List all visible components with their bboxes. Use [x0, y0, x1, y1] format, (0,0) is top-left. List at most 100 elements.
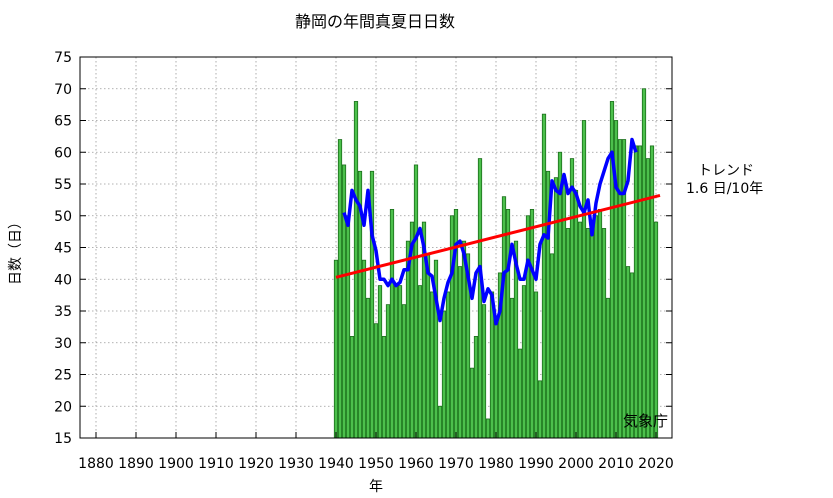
data-bar — [529, 208, 535, 439]
y-tick-label: 25 — [54, 368, 72, 384]
chart-title: 静岡の年間真夏日日数 — [295, 12, 455, 31]
data-bar — [561, 183, 567, 439]
x-tick-label: 1910 — [198, 456, 234, 472]
x-tick-label: 2010 — [598, 456, 634, 472]
trend-rate: 1.6 日/10年 — [686, 181, 763, 197]
y-tick-label: 50 — [54, 209, 72, 225]
y-tick-label: 65 — [54, 114, 72, 130]
data-bar — [597, 208, 603, 439]
data-bar — [477, 158, 483, 439]
data-bar — [649, 145, 655, 439]
trend-line — [335, 193, 661, 279]
data-bar — [565, 228, 571, 439]
data-bar — [589, 228, 595, 439]
data-bar — [441, 310, 447, 439]
y-tick-label: 60 — [54, 145, 72, 161]
data-bar — [429, 291, 435, 439]
data-bar — [493, 316, 499, 439]
x-tick-label: 1920 — [238, 456, 274, 472]
data-bar — [585, 228, 591, 439]
x-tick-label: 1880 — [78, 456, 114, 472]
data-bar — [341, 164, 347, 439]
data-bar — [461, 240, 467, 439]
data-bar — [637, 145, 643, 439]
data-bar — [425, 253, 431, 439]
data-bar — [645, 158, 651, 439]
data-bar — [481, 304, 487, 439]
data-bar — [605, 297, 611, 439]
data-bar — [633, 145, 639, 439]
x-axis-label: 年 — [369, 479, 383, 495]
data-bar — [573, 189, 579, 439]
data-bar — [361, 259, 367, 439]
x-tick-label: 1890 — [118, 456, 154, 472]
trend-label: トレンド — [698, 163, 754, 179]
data-bar — [417, 285, 423, 439]
y-tick-label: 70 — [54, 82, 72, 98]
x-tick-label: 1960 — [398, 456, 434, 472]
lines — [335, 137, 661, 326]
data-bar — [381, 335, 387, 439]
data-bar — [413, 164, 419, 439]
x-tick-label: 1980 — [478, 456, 514, 472]
x-tick-label: 2020 — [638, 456, 674, 472]
x-tick-label: 1930 — [278, 456, 314, 472]
data-bar — [533, 291, 539, 439]
data-bar — [485, 418, 491, 439]
data-bar — [457, 266, 463, 439]
data-bar — [505, 208, 511, 439]
y-tick-label: 15 — [54, 431, 72, 447]
data-bar — [521, 285, 527, 439]
y-tick-label: 75 — [54, 50, 72, 66]
data-bar — [517, 348, 523, 439]
data-bar — [569, 158, 575, 439]
y-tick-label: 20 — [54, 399, 72, 415]
data-bar — [617, 139, 623, 439]
y-axis-label: 日数（日） — [8, 215, 24, 285]
data-bar — [537, 380, 543, 439]
credit-label: 気象庁 — [623, 412, 668, 430]
data-bar — [641, 88, 647, 439]
moving-average-line — [342, 137, 638, 326]
data-bar — [345, 215, 351, 439]
data-bar — [593, 215, 599, 439]
data-bar — [401, 304, 407, 439]
data-bar — [389, 208, 395, 439]
data-bar — [333, 259, 339, 439]
x-tick-label: 1940 — [318, 456, 354, 472]
x-tick-label: 1970 — [438, 456, 474, 472]
y-tick-label: 35 — [54, 304, 72, 320]
data-bar — [397, 285, 403, 439]
data-bar — [473, 335, 479, 439]
data-bar — [437, 405, 443, 439]
y-tick-label: 55 — [54, 177, 72, 193]
x-tick-label: 1950 — [358, 456, 394, 472]
x-tick-label: 1900 — [158, 456, 194, 472]
y-tick-label: 40 — [54, 272, 72, 288]
data-bar — [373, 323, 379, 439]
data-bar — [353, 101, 359, 439]
data-bar — [501, 196, 507, 439]
data-bar — [541, 113, 547, 439]
data-bar — [445, 291, 451, 439]
data-bar — [577, 221, 583, 439]
data-bar — [337, 139, 343, 439]
data-bar — [581, 120, 587, 439]
x-tick-label: 2000 — [558, 456, 594, 472]
data-bar — [601, 228, 607, 439]
data-bar — [393, 285, 399, 439]
data-bar — [653, 221, 659, 439]
data-bar — [525, 215, 531, 439]
y-tick-label: 30 — [54, 336, 72, 352]
data-bar — [377, 285, 383, 439]
data-bar — [385, 304, 391, 439]
data-bar — [549, 253, 555, 439]
axis-ticks: 1880 1890 1900 1910 1920 1930 1940 1950 1960 1970… — [54, 50, 674, 472]
data-bar — [509, 297, 515, 439]
y-tick-label: 45 — [54, 241, 72, 257]
x-tick-label: 1990 — [518, 456, 554, 472]
data-bar — [553, 177, 559, 439]
data-bar — [349, 335, 355, 439]
data-bar — [365, 297, 371, 439]
